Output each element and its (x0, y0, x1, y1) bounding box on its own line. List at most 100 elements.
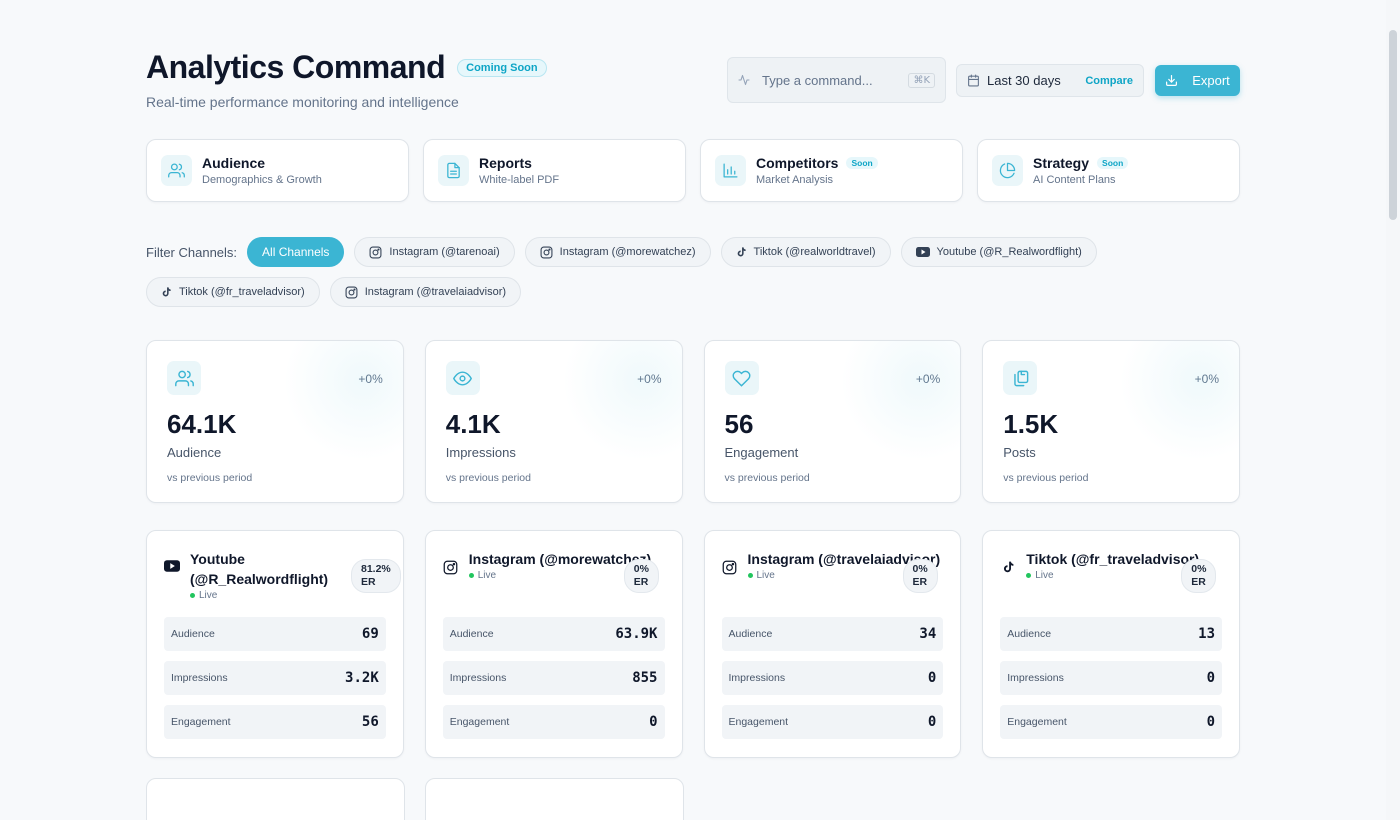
stat-card-engagement: +0% 56 Engagement vs previous period (703, 340, 962, 503)
status-label: Live (756, 570, 775, 581)
filter-chip-youtube-realwordflight[interactable]: Youtube (@R_Realwordflight) (900, 237, 1097, 267)
soon-badge: Soon (1097, 157, 1129, 169)
metric-row: Audience 34 (721, 617, 944, 651)
document-icon (438, 155, 469, 186)
metric-value: 0 (649, 714, 658, 730)
scrollbar-thumb[interactable] (1389, 30, 1397, 220)
nav-title: Competitors (756, 155, 839, 171)
channel-card-instagram-travelaiadvisor[interactable]: Instagram (@travelaiadvisor) Live 0% ER … (703, 530, 962, 758)
metric-value: 13 (1198, 626, 1215, 642)
section-nav: Audience Demographics & Growth Reports W… (146, 139, 1240, 202)
filter-chip-instagram-tarenoai[interactable]: Instagram (@tarenoai) (354, 237, 515, 267)
nav-card-audience[interactable]: Audience Demographics & Growth (146, 139, 409, 202)
compare-button[interactable]: Compare (1085, 74, 1133, 87)
stat-note: vs previous period (445, 472, 531, 484)
chip-label: Instagram (@morewatchez) (559, 246, 696, 258)
nav-card-reports[interactable]: Reports White-label PDF (423, 139, 686, 202)
tiktok-icon (736, 246, 747, 258)
bar-chart-icon (715, 155, 746, 186)
youtube-icon (164, 560, 180, 572)
filter-chip-tiktok-realworldtravel[interactable]: Tiktok (@realworldtravel) (720, 237, 891, 267)
summary-stats: +0% 64.1K Audience vs previous period +0… (146, 340, 1240, 503)
shortcut-hint: ⌘K (908, 72, 935, 88)
stat-card-impressions: +0% 4.1K Impressions vs previous period (424, 340, 683, 503)
date-range-picker[interactable]: Last 30 days Compare (956, 64, 1144, 97)
metric-label: Audience (449, 628, 494, 640)
export-button[interactable]: Export (1155, 65, 1240, 96)
metric-value: 0 (927, 714, 937, 730)
live-status: Live (747, 570, 944, 581)
stat-delta: +0% (1194, 372, 1219, 386)
chip-label: Youtube (@R_Realwordflight) (936, 246, 1082, 258)
metric-label: Engagement (728, 716, 789, 728)
stat-label: Posts (1003, 445, 1036, 460)
page-header: Analytics Command Coming Soon Real-time … (146, 48, 1240, 118)
er-value: 0% (912, 563, 928, 575)
filter-chip-tiktok-fr-traveladvisor[interactable]: Tiktok (@fr_traveladvisor) (146, 277, 320, 307)
metric-label: Engagement (171, 716, 231, 728)
metric-label: Impressions (1007, 672, 1064, 684)
filter-label: Filter Channels: (146, 244, 238, 260)
tiktok-icon (1000, 560, 1016, 574)
instagram-icon (443, 560, 459, 575)
nav-subtitle: Demographics & Growth (202, 174, 322, 186)
stat-note: vs previous period (1003, 472, 1089, 484)
youtube-icon (915, 247, 930, 257)
er-badge: 81.2% ER (351, 559, 401, 593)
instagram-icon (345, 286, 358, 299)
er-label: ER (361, 576, 376, 588)
stat-delta: +0% (637, 372, 662, 386)
metric-row: Engagement 0 (442, 705, 665, 739)
metric-value: 56 (361, 714, 379, 730)
metric-label: Impressions (171, 672, 228, 684)
channel-card-partial[interactable] (425, 778, 684, 820)
stat-value: 4.1K (445, 409, 501, 439)
metric-value: 69 (361, 626, 379, 642)
stat-label: Engagement (724, 445, 799, 460)
page-scrollbar[interactable] (1386, 0, 1400, 820)
stat-value: 1.5K (1003, 409, 1059, 439)
metric-row: Impressions 0 (1000, 661, 1222, 695)
nav-card-strategy[interactable]: Strategy Soon AI Content Plans (977, 139, 1240, 202)
metric-row: Audience 63.9K (442, 617, 665, 651)
er-value: 0% (1191, 563, 1207, 575)
channel-card-youtube-realwordflight[interactable]: Youtube (@R_Realwordflight) Live 81.2% E… (146, 530, 404, 758)
live-status: Live (190, 590, 386, 601)
coming-soon-badge: Coming Soon (457, 59, 547, 77)
stat-label: Audience (167, 445, 222, 460)
er-value: 0% (633, 563, 649, 575)
metric-value: 3.2K (345, 670, 379, 686)
filter-chip-instagram-morewatchez[interactable]: Instagram (@morewatchez) (524, 237, 711, 267)
export-label: Export (1192, 73, 1230, 88)
command-input[interactable]: Type a command... ⌘K (727, 57, 946, 103)
stat-delta: +0% (358, 372, 383, 386)
stat-delta: +0% (915, 372, 941, 386)
nav-title: Audience (202, 155, 266, 171)
stat-note: vs previous period (167, 472, 253, 484)
nav-card-competitors[interactable]: Competitors Soon Market Analysis (700, 139, 963, 202)
stat-value: 56 (724, 409, 754, 439)
metric-label: Audience (171, 628, 215, 640)
channel-name: Instagram (@travelaiadvisor) (747, 551, 941, 567)
channel-name: Instagram (@morewatchez) (468, 551, 652, 567)
stat-label: Impressions (445, 445, 516, 460)
channel-card-partial[interactable] (146, 778, 405, 820)
metric-label: Audience (1007, 628, 1052, 640)
pie-chart-icon (992, 155, 1023, 186)
channel-card-instagram-morewatchez[interactable]: Instagram (@morewatchez) Live 0% ER Audi… (424, 530, 683, 758)
filter-chip-instagram-travelaiadvisor[interactable]: Instagram (@travelaiadvisor) (329, 277, 522, 307)
metric-row: Engagement 0 (1000, 705, 1222, 739)
metric-label: Audience (728, 628, 773, 640)
channel-name: Tiktok (@fr_traveladvisor) (1026, 551, 1200, 567)
metric-value: 0 (927, 670, 937, 686)
stat-card-posts: +0% 1.5K Posts vs previous period (982, 340, 1240, 503)
metric-label: Engagement (449, 716, 510, 728)
chip-label: Tiktok (@fr_traveladvisor) (179, 286, 305, 298)
metric-value: 0 (1206, 670, 1215, 686)
channel-card-tiktok-fr-traveladvisor[interactable]: Tiktok (@fr_traveladvisor) Live 0% ER Au… (982, 530, 1240, 758)
filter-chip-all[interactable]: All Channels (247, 237, 345, 267)
metric-row: Audience 69 (164, 617, 386, 651)
chip-label: Instagram (@travelaiadvisor) (364, 286, 507, 298)
metric-value: 34 (919, 626, 937, 642)
users-icon (167, 361, 201, 395)
